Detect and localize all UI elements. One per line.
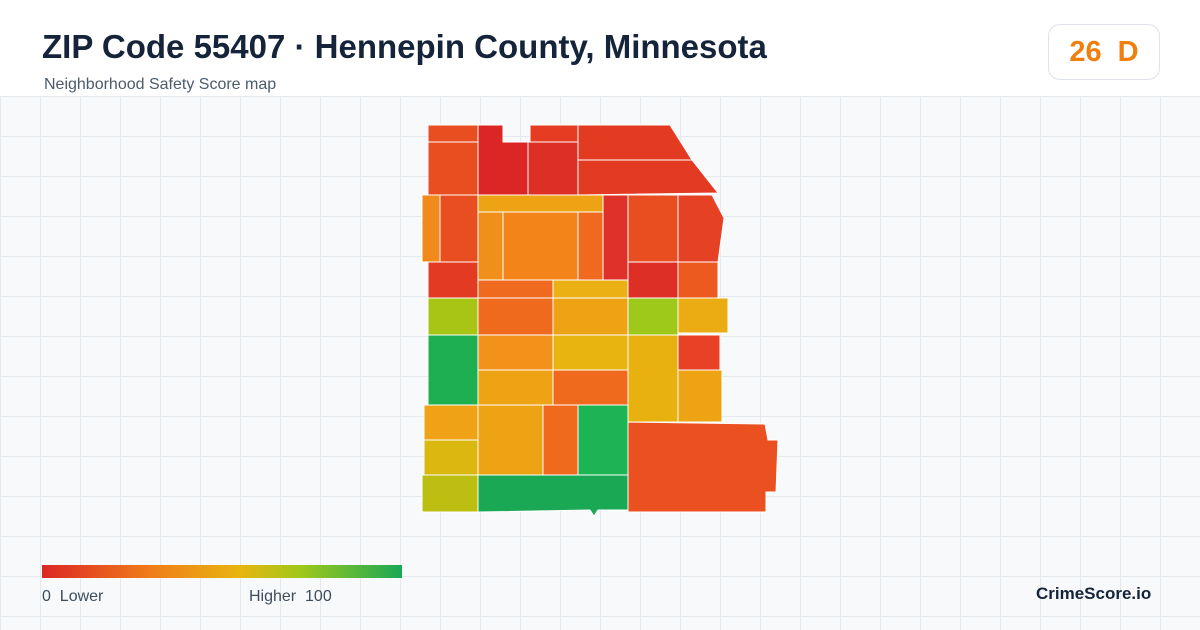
- legend-max: Higher 100: [249, 588, 332, 606]
- area: [542, 404, 579, 476]
- area: [477, 369, 554, 406]
- header: ZIP Code 55407 · Hennepin County, Minnes…: [0, 0, 1200, 96]
- area: [477, 297, 554, 336]
- area: [529, 124, 579, 143]
- area: [577, 124, 693, 161]
- legend-min-value: 0: [42, 588, 51, 605]
- area: [677, 334, 721, 371]
- area: [552, 334, 629, 371]
- area: [577, 211, 604, 281]
- area: [552, 279, 629, 299]
- area: [627, 421, 779, 513]
- area: [477, 404, 544, 476]
- area: [677, 297, 729, 334]
- area: [677, 369, 723, 423]
- brand: CrimeScore.io: [1036, 584, 1152, 603]
- area: [677, 261, 719, 299]
- area: [477, 211, 504, 281]
- score-grade: D: [1117, 35, 1139, 68]
- area: [577, 159, 720, 196]
- area: [421, 474, 479, 513]
- area: [477, 194, 604, 213]
- area: [602, 194, 629, 281]
- area: [677, 194, 725, 263]
- area: [477, 279, 554, 299]
- area: [427, 141, 479, 196]
- area: [477, 474, 629, 517]
- area: [527, 141, 579, 196]
- area: [627, 194, 679, 263]
- score-badge: 26 D: [1048, 24, 1160, 80]
- area: [552, 297, 629, 336]
- area: [439, 194, 479, 263]
- area: [627, 261, 679, 299]
- area: [627, 334, 679, 423]
- area: [627, 297, 679, 336]
- score-value: 26: [1069, 35, 1102, 68]
- area: [502, 211, 579, 281]
- legend-min-label: Lower: [59, 588, 104, 605]
- area: [423, 439, 479, 476]
- legend-min: 0 Lower: [42, 588, 103, 606]
- legend-gradient: [42, 565, 402, 578]
- area: [552, 369, 629, 406]
- area: [577, 404, 629, 476]
- area: [427, 261, 479, 299]
- title: ZIP Code 55407 · Hennepin County, Minnes…: [42, 28, 767, 65]
- area: [477, 334, 554, 371]
- legend-max-label: Higher: [249, 588, 297, 605]
- area: [423, 404, 479, 441]
- subtitle: Neighborhood Safety Score map: [44, 76, 277, 93]
- area: [427, 334, 479, 406]
- area: [427, 297, 479, 336]
- area: [421, 194, 441, 263]
- area: [477, 124, 529, 196]
- area: [427, 124, 479, 143]
- legend-max-value: 100: [305, 588, 332, 605]
